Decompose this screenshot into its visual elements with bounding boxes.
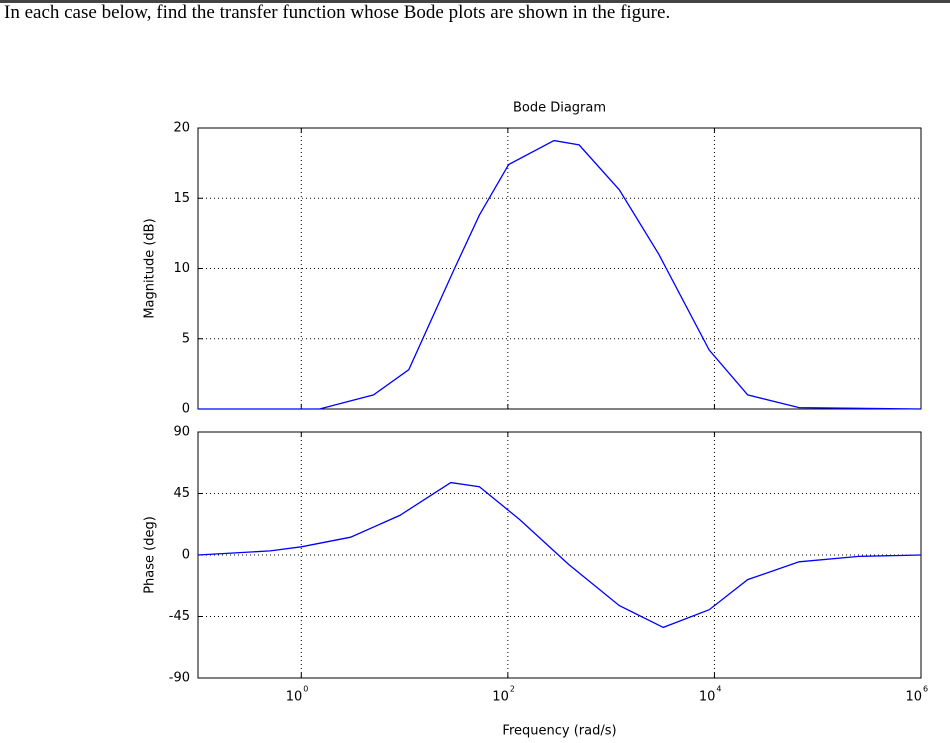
x-tick-label: 10 [286, 690, 303, 705]
y-tick-label: 15 [173, 191, 190, 206]
y-tick-label: 45 [173, 486, 190, 501]
top-bar [0, 0, 950, 3]
y-tick-label: 0 [182, 548, 190, 563]
x-tick-exponent: 0 [303, 685, 308, 694]
x-tick-label: 10 [699, 690, 716, 705]
y-axis-label: Magnitude (dB) [143, 218, 158, 318]
question: In each case below, find the transfer fu… [4, 2, 671, 23]
x-tick-exponent: 6 [923, 685, 928, 694]
y-tick-label: 20 [173, 121, 190, 136]
x-tick-label: 10 [905, 690, 922, 705]
y-axis-label: Phase (deg) [143, 516, 158, 594]
y-tick-label: -90 [169, 671, 190, 686]
x-axis-label: Frequency (rad/s) [502, 724, 616, 739]
x-tick-label: 10 [492, 690, 509, 705]
chart-title: Bode Diagram [513, 101, 606, 116]
x-tick-exponent: 2 [510, 685, 515, 694]
y-tick-label: 0 [182, 402, 190, 417]
y-tick-label: 90 [173, 425, 190, 440]
y-tick-label: 10 [173, 261, 190, 276]
x-tick-exponent: 4 [716, 685, 721, 694]
data-line [197, 481, 922, 629]
y-tick-label: 5 [182, 331, 190, 346]
data-line [198, 139, 922, 410]
y-tick-label: -45 [169, 609, 190, 624]
